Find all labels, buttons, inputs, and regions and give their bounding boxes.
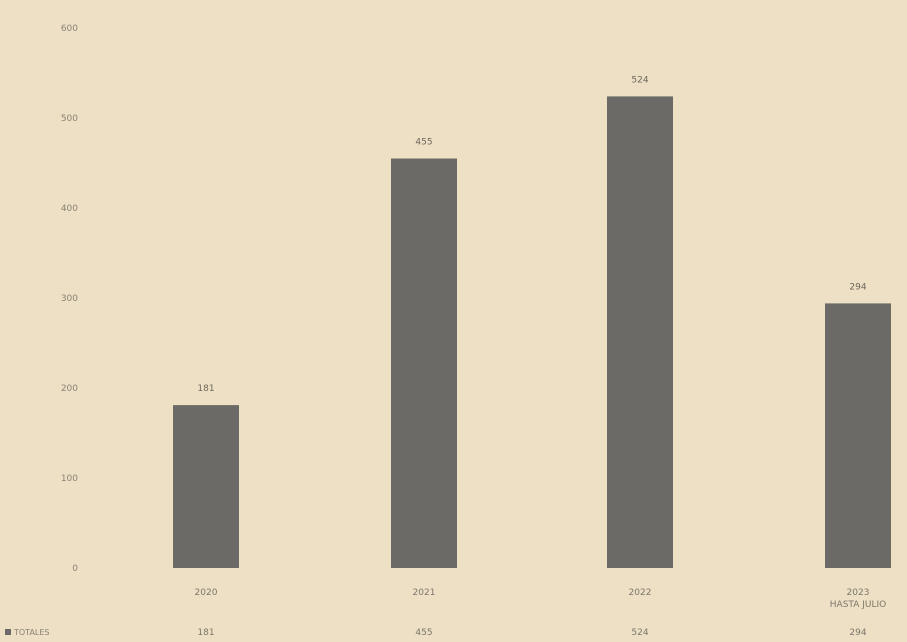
y-tick-label: 400 [61, 204, 78, 214]
x-tick-label: 2022 [629, 588, 652, 598]
y-tick-label: 600 [61, 24, 78, 34]
y-tick-label: 200 [61, 384, 78, 394]
y-tick-label: 100 [61, 474, 78, 484]
data-label: 294 [849, 282, 866, 292]
bar [825, 303, 891, 568]
bar [173, 405, 239, 568]
x-tick-label: 2021 [413, 588, 436, 598]
table-cell: 181 [197, 628, 214, 638]
x-tick-label: 2023 [847, 588, 870, 598]
table-cell: 294 [849, 628, 866, 638]
table-cell: 524 [631, 628, 648, 638]
y-tick-label: 500 [61, 114, 78, 124]
table-cell: 455 [415, 628, 432, 638]
y-axis: 0 100 200 300 400 500 600 [61, 24, 78, 574]
x-axis: 2020 2021 2022 2023 HASTA JULIO [195, 588, 887, 610]
bar [607, 96, 673, 569]
x-tick-label: HASTA JULIO [830, 600, 886, 610]
legend-label: TOTALES [13, 628, 50, 637]
data-label: 455 [415, 138, 432, 148]
y-tick-label: 0 [72, 564, 78, 574]
data-label: 181 [197, 384, 214, 394]
y-tick-label: 300 [61, 294, 78, 304]
legend-swatch [5, 629, 11, 635]
data-label: 524 [631, 75, 648, 85]
bars: 181 455 524 294 [173, 75, 891, 569]
table-row: TOTALES 181 455 524 294 [5, 628, 867, 638]
x-tick-label: 2020 [195, 588, 218, 598]
bar [391, 158, 457, 568]
